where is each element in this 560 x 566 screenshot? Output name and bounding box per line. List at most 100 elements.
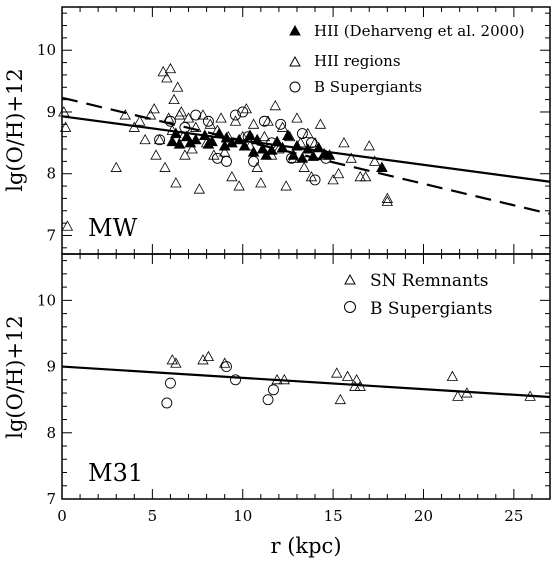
mw-point-open-triangle <box>359 170 372 182</box>
mw-point-open-triangle <box>59 121 72 132</box>
x-axis-title: r (kpc) <box>270 534 341 558</box>
mw-dashed-fit-line <box>61 96 551 215</box>
m31-x-tick-label: 5 <box>148 507 158 525</box>
m31-point-open-circle <box>164 377 176 389</box>
m31-x-tick-label: 25 <box>504 507 523 525</box>
mw-point-open-triangle <box>193 183 206 194</box>
mw-point-open-triangle <box>294 137 307 148</box>
mw-point-open-triangle <box>153 133 166 145</box>
mw-point-open-triangle <box>218 146 231 157</box>
mw-point-open-triangle <box>173 109 186 120</box>
m31-legend: SN Remnants B Supergiants <box>344 271 493 319</box>
mw-point-open-triangle <box>247 118 260 129</box>
mw-point-open-circle <box>305 137 317 149</box>
mw-point-open-triangle <box>284 130 296 142</box>
mw-point-open-triangle <box>144 109 157 120</box>
mw-point-open-triangle <box>157 66 169 77</box>
mw-point-open-circle <box>190 109 202 121</box>
mw-point-open-circle <box>211 152 223 164</box>
mw-fit-lines <box>61 96 551 215</box>
m31-point-open-triangle <box>166 354 178 365</box>
m31-y-tick-label: 10 <box>37 291 56 309</box>
mw-point-filled-triangle <box>291 139 303 151</box>
mw-legend-label-hii-regions: HII regions <box>314 52 401 70</box>
mw-point-open-triangle <box>363 140 375 151</box>
mw-point-filled-triangle <box>307 150 320 161</box>
mw-y-axis-title: lg(O/H)+12 <box>3 68 27 191</box>
mw-y-tick-label: 9 <box>46 103 56 121</box>
mw-point-open-triangle <box>229 115 242 126</box>
m31-data-points <box>161 350 536 409</box>
mw-point-filled-triangle <box>256 142 269 154</box>
mw-point-filled-triangle <box>247 146 260 157</box>
mw-point-open-triangle <box>237 130 249 142</box>
m31-legend-label-sn-remnants: SN Remnants <box>370 271 489 291</box>
mw-y-tick-label: 7 <box>46 226 56 244</box>
mw-point-open-circle <box>258 115 270 127</box>
mw-panel-label: MW <box>88 214 138 242</box>
m31-point-open-circle <box>262 394 274 406</box>
mw-point-open-triangle <box>314 118 327 129</box>
mw-point-filled-triangle <box>296 152 309 163</box>
mw-point-open-triangle <box>354 170 366 182</box>
mw-point-open-triangle <box>345 152 357 163</box>
mw-point-filled-triangle <box>251 133 264 145</box>
mw-point-open-triangle <box>110 161 122 172</box>
mw-point-open-triangle <box>320 149 332 160</box>
mw-point-open-circle <box>202 115 214 127</box>
mw-point-open-circle <box>275 118 287 130</box>
mw-point-open-triangle <box>280 180 292 191</box>
m31-point-open-circle <box>268 384 279 396</box>
mw-point-filled-triangle <box>271 135 283 147</box>
mw-point-open-triangle <box>61 220 74 231</box>
mw-point-open-triangle <box>159 161 171 172</box>
m31-point-open-triangle <box>170 357 182 368</box>
m31-fit-lines <box>61 365 551 399</box>
mw-point-open-triangle <box>255 177 267 188</box>
m31-x-tick-labels: 0 5 10 15 20 25 <box>57 507 523 525</box>
mw-point-open-triangle <box>134 115 146 126</box>
mw-point-filled-triangle <box>166 135 179 147</box>
mw-point-open-triangle <box>177 130 189 142</box>
mw-point-open-circle <box>309 174 321 186</box>
m31-point-open-triangle <box>452 390 464 401</box>
m31-point-open-triangle <box>202 350 215 362</box>
mw-point-open-triangle <box>175 106 187 117</box>
mw-point-open-triangle <box>211 124 224 135</box>
mw-point-open-triangle <box>265 149 278 160</box>
m31-x-tick-label: 0 <box>57 507 67 525</box>
legend-marker-open-triangle <box>289 55 301 67</box>
mw-point-filled-triangle <box>173 138 186 149</box>
mw-y-tick-labels: 7 8 9 10 <box>37 41 56 244</box>
mw-point-filled-triangle <box>312 141 325 153</box>
mw-point-open-circle <box>266 137 278 149</box>
mw-point-open-triangle <box>222 130 234 142</box>
mw-point-filled-triangle <box>198 129 211 140</box>
m31-y-tick-label: 7 <box>46 490 56 508</box>
m31-x-tick-label: 15 <box>324 507 343 525</box>
mw-point-open-triangle <box>139 133 151 145</box>
m31-y-tick-label: 9 <box>46 358 56 376</box>
mw-point-open-triangle <box>269 99 281 111</box>
mw-point-open-triangle <box>58 106 70 117</box>
mw-point-open-triangle <box>258 130 271 142</box>
m31-y-axis-title: lg(O/H)+12 <box>3 315 27 438</box>
mw-point-open-triangle <box>190 121 202 132</box>
mw-point-open-triangle <box>369 155 381 166</box>
mw-point-open-triangle <box>200 137 213 148</box>
mw-point-open-triangle <box>381 192 394 203</box>
mw-point-open-circle <box>179 121 191 133</box>
legend-marker-filled-triangle <box>289 24 301 36</box>
mw-point-open-triangle <box>166 124 178 135</box>
mw-point-open-circle <box>296 128 308 140</box>
m31-point-open-triangle <box>271 373 283 385</box>
mw-point-open-triangle <box>332 167 345 179</box>
mw-point-open-circle <box>320 152 332 164</box>
mw-point-open-triangle <box>244 140 256 151</box>
mw-point-open-triangle <box>128 121 140 132</box>
m31-point-open-triangle <box>278 373 290 385</box>
m31-axis-ticks <box>61 254 551 500</box>
mw-point-open-triangle <box>240 103 253 114</box>
legend-marker-open-circle <box>344 301 356 313</box>
